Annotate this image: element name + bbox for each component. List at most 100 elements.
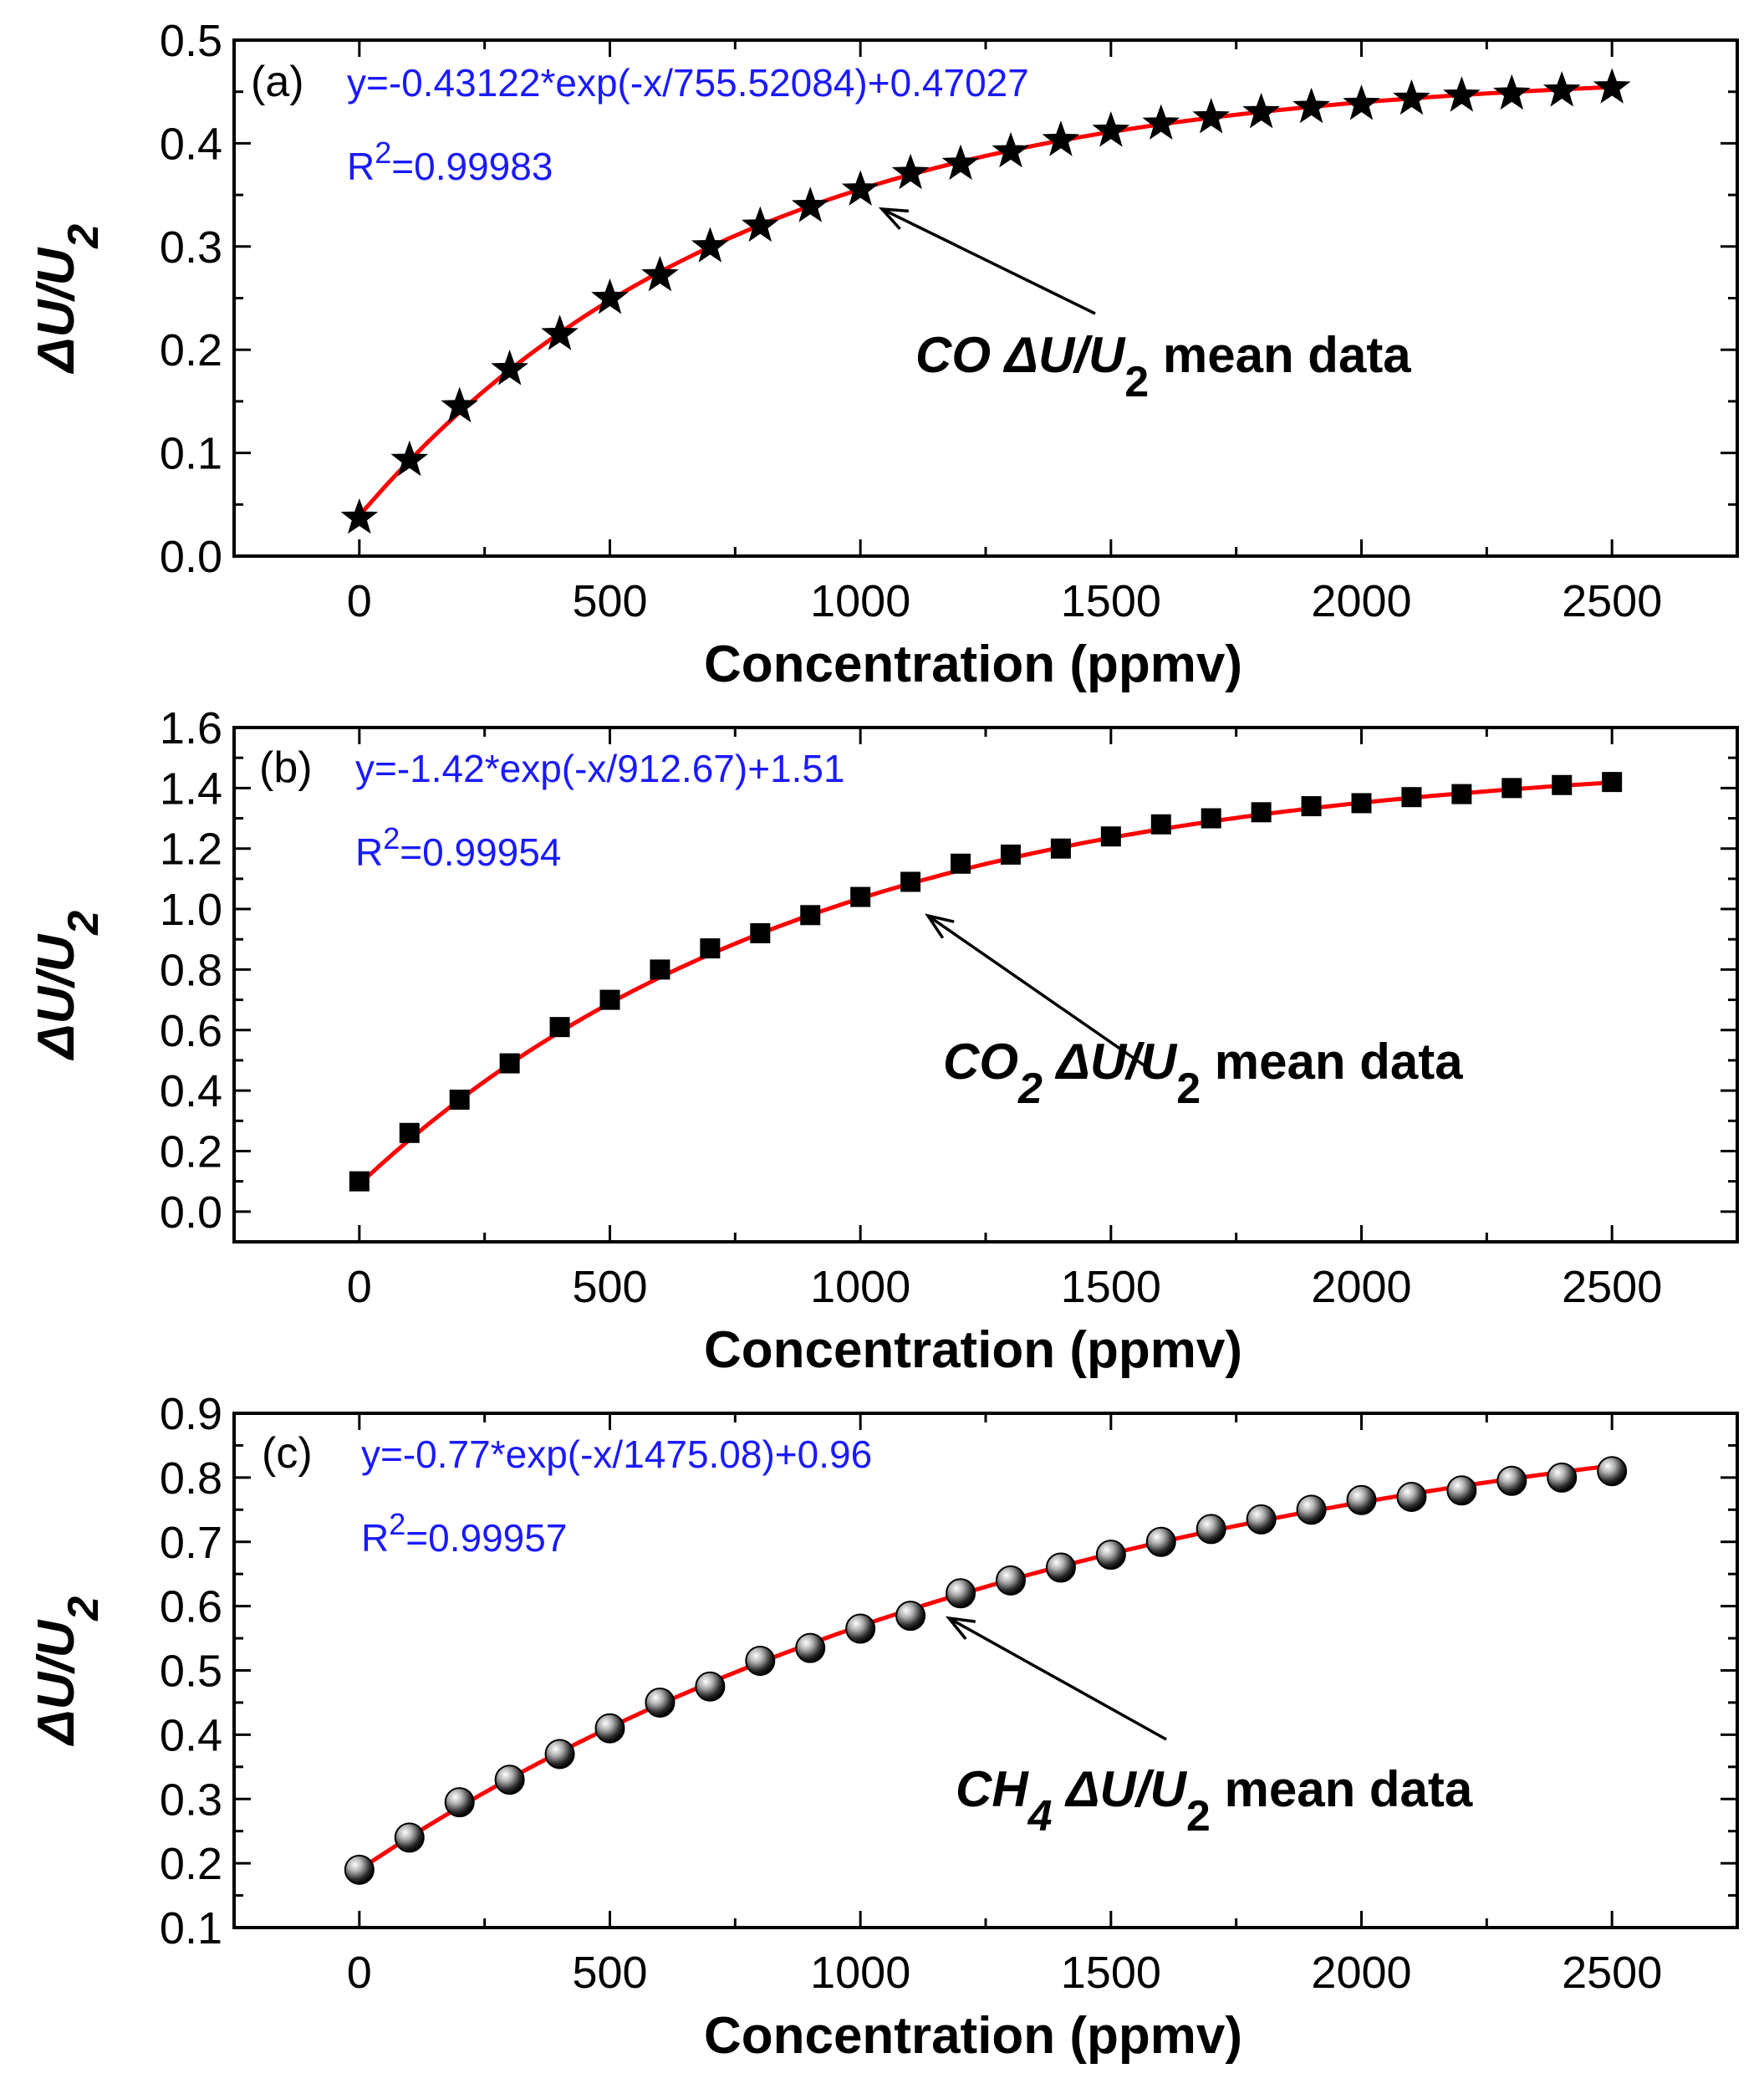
data-point bbox=[900, 871, 921, 892]
annotation-arrow bbox=[927, 914, 1146, 1068]
data-point bbox=[800, 905, 821, 926]
data-point bbox=[591, 278, 629, 314]
x-axis-title: Concentration (ppmv) bbox=[704, 2007, 1242, 2065]
data-point bbox=[992, 131, 1030, 168]
y-tick-label: 0.7 bbox=[160, 1518, 222, 1568]
data-point bbox=[449, 1089, 470, 1110]
y-axis-title-sub: 2 bbox=[59, 1596, 108, 1621]
data-point bbox=[1597, 1456, 1628, 1487]
annotation-gas-sub: 4 bbox=[1027, 1792, 1053, 1841]
data-point bbox=[1246, 1504, 1277, 1535]
y-tick-label: 0.6 bbox=[160, 1006, 222, 1056]
data-point bbox=[390, 440, 429, 477]
y-tick-label: 0.4 bbox=[160, 1710, 222, 1760]
x-tick-label: 2000 bbox=[1311, 576, 1411, 626]
annotation-suffix: mean data bbox=[1201, 1034, 1463, 1090]
y-tick-label: 0.0 bbox=[160, 532, 222, 582]
annotation-arrow bbox=[948, 1616, 1167, 1741]
data-point bbox=[499, 1053, 520, 1074]
annotation-gas: CH bbox=[956, 1761, 1029, 1817]
x-tick-label: 1000 bbox=[810, 1948, 910, 1998]
data-point bbox=[491, 350, 529, 386]
x-tick-label: 0 bbox=[347, 576, 372, 626]
data-point bbox=[1095, 1540, 1126, 1570]
y-tick-label: 0.3 bbox=[160, 222, 222, 273]
x-tick-label: 0 bbox=[347, 1262, 372, 1312]
r2-prefix: R bbox=[355, 830, 383, 874]
annotation-space bbox=[1053, 1761, 1067, 1817]
data-point bbox=[1492, 74, 1531, 110]
data-point bbox=[1242, 92, 1281, 129]
x-tick-label: 1500 bbox=[1061, 1948, 1161, 1998]
data-point bbox=[541, 314, 579, 350]
y-tick-label: 0.8 bbox=[160, 1453, 222, 1504]
data-point bbox=[1446, 1475, 1477, 1506]
data-point bbox=[1552, 774, 1573, 795]
data-point bbox=[1401, 787, 1422, 808]
data-point bbox=[1192, 98, 1231, 134]
y-tick-label: 0.1 bbox=[160, 1903, 222, 1953]
data-point bbox=[841, 170, 879, 206]
fit-equation: y=-1.42*exp(-x/912.67)+1.51 bbox=[355, 747, 845, 790]
annotation-delta-sub: 2 bbox=[1186, 1792, 1211, 1841]
annotation-space bbox=[1043, 1034, 1057, 1090]
data-point bbox=[1547, 1462, 1578, 1493]
data-point bbox=[700, 938, 721, 959]
panel-c: 0 500 1000 1500 2000 2500 0.1 0.2 0.3 0.4 0.5 0.6 0.… bbox=[28, 1389, 1739, 2065]
annotation-gas: CO bbox=[915, 327, 991, 383]
y-tick-label: 0.5 bbox=[160, 16, 222, 66]
data-point bbox=[1351, 793, 1372, 814]
r2-prefix: R bbox=[361, 1516, 389, 1560]
y-tick-label: 0.2 bbox=[160, 1839, 222, 1889]
y-tick-label: 1.0 bbox=[160, 885, 222, 935]
data-point bbox=[1050, 838, 1071, 859]
panel-label: (b) bbox=[259, 743, 313, 792]
data-point bbox=[1142, 104, 1180, 140]
y-tick-label: 1.4 bbox=[160, 764, 222, 814]
annotation-space bbox=[991, 327, 1005, 383]
annotation-gas-sub: 2 bbox=[1017, 1065, 1043, 1113]
data-point bbox=[340, 498, 379, 534]
data-point bbox=[444, 1787, 475, 1818]
data-point bbox=[1343, 84, 1380, 120]
r2-value: =0.99983 bbox=[391, 145, 553, 188]
x-tick-label: 2500 bbox=[1562, 576, 1662, 626]
r2-value: =0.99954 bbox=[400, 830, 561, 874]
annotation-label: CH4 ΔU/U2 mean data bbox=[956, 1761, 1473, 1841]
y-tick-label: 0.4 bbox=[160, 1066, 222, 1116]
annotation-arrow bbox=[881, 207, 1096, 315]
data-point bbox=[695, 1671, 726, 1702]
x-tick-label: 1500 bbox=[1061, 1262, 1161, 1312]
annotation-label: CO2 ΔU/U2 mean data bbox=[943, 1034, 1463, 1113]
x-tick-label: 1500 bbox=[1061, 576, 1161, 626]
annotation-arrowhead bbox=[945, 1616, 976, 1640]
y-tick-label: 0.1 bbox=[160, 429, 222, 479]
y-tick-label: 0.4 bbox=[160, 119, 222, 169]
r2-sup: 2 bbox=[389, 1507, 405, 1541]
data-point bbox=[1451, 784, 1472, 804]
y-axis-title-main: ΔU/U bbox=[28, 247, 85, 375]
data-point bbox=[1346, 1484, 1377, 1515]
data-point bbox=[1100, 826, 1121, 847]
fit-equation: y=-0.43122*exp(-x/755.52084)+0.47027 bbox=[347, 61, 1029, 105]
data-point bbox=[1501, 778, 1522, 799]
r2-prefix: R bbox=[347, 145, 375, 188]
x-tick-label: 1000 bbox=[810, 1262, 910, 1312]
data-point bbox=[549, 1017, 570, 1038]
data-point bbox=[399, 1122, 420, 1143]
x-tick-label: 500 bbox=[572, 576, 647, 626]
y-axis-title-sub: 2 bbox=[59, 911, 108, 936]
data-point bbox=[891, 153, 930, 190]
annotation-delta: ΔU/U bbox=[1003, 327, 1126, 383]
data-point bbox=[1542, 71, 1581, 107]
annotation-delta: ΔU/U bbox=[1064, 1761, 1187, 1817]
plot-frame bbox=[232, 38, 1739, 558]
data-point bbox=[895, 1601, 926, 1632]
data-point bbox=[1301, 796, 1322, 817]
data-point bbox=[791, 186, 829, 222]
y-tick-label: 0.2 bbox=[160, 325, 222, 375]
fit-equation: y=-0.77*exp(-x/1475.08)+0.96 bbox=[361, 1433, 872, 1476]
y-tick-label: 0.0 bbox=[160, 1187, 222, 1238]
data-point bbox=[394, 1822, 425, 1853]
